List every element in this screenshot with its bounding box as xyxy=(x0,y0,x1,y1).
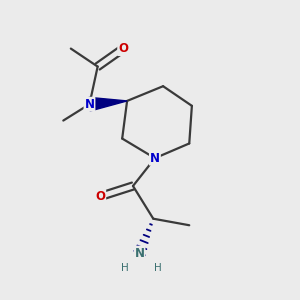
Text: O: O xyxy=(95,190,105,203)
Text: O: O xyxy=(118,42,128,55)
Text: N: N xyxy=(134,247,145,260)
Text: N: N xyxy=(85,98,94,111)
Text: N: N xyxy=(150,152,160,165)
Polygon shape xyxy=(89,98,127,111)
Text: H: H xyxy=(121,263,129,273)
Text: H: H xyxy=(154,263,161,273)
